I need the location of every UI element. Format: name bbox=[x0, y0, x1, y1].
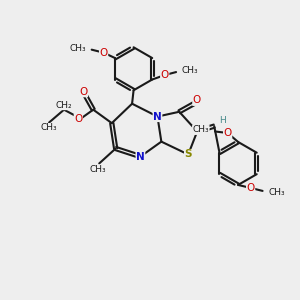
Text: N: N bbox=[136, 152, 145, 162]
Text: O: O bbox=[100, 48, 108, 58]
Text: CH₃: CH₃ bbox=[182, 66, 198, 75]
Text: O: O bbox=[79, 87, 88, 97]
Text: CH₃: CH₃ bbox=[268, 188, 285, 197]
Text: O: O bbox=[160, 70, 169, 80]
Text: O: O bbox=[247, 183, 255, 193]
Text: CH₃: CH₃ bbox=[41, 123, 57, 132]
Text: CH₃: CH₃ bbox=[89, 165, 106, 174]
Text: H: H bbox=[219, 116, 226, 124]
Text: CH₃: CH₃ bbox=[193, 125, 209, 134]
Text: CH₂: CH₂ bbox=[56, 101, 72, 110]
Text: N: N bbox=[153, 112, 162, 122]
Text: O: O bbox=[74, 114, 82, 124]
Text: S: S bbox=[184, 149, 192, 160]
Text: CH₃: CH₃ bbox=[70, 44, 86, 53]
Text: O: O bbox=[193, 95, 201, 105]
Text: O: O bbox=[224, 128, 232, 138]
